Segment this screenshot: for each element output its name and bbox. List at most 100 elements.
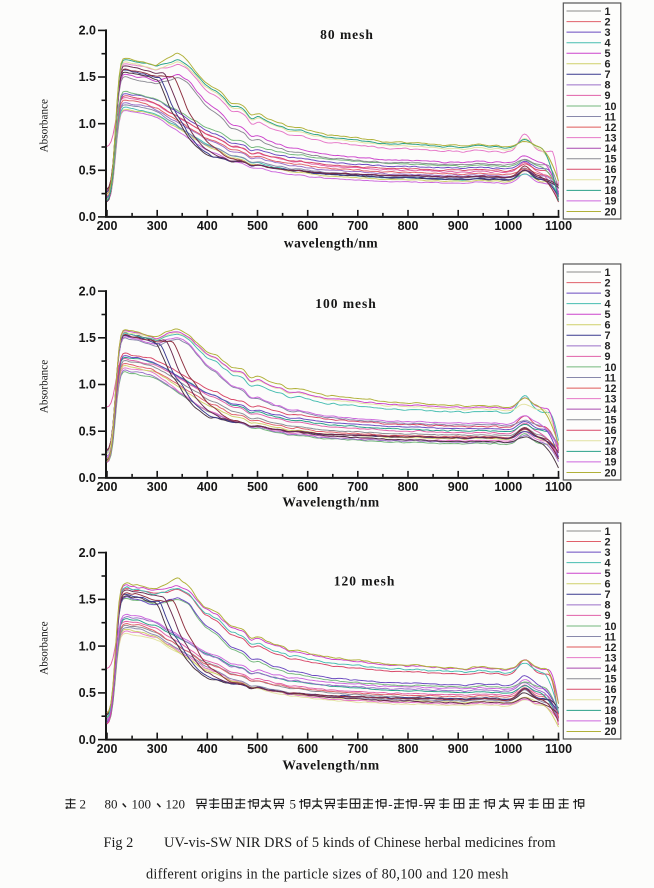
svg-text:1: 1 xyxy=(605,6,611,18)
svg-text:Wavelength/nm: Wavelength/nm xyxy=(282,495,380,510)
svg-text:15: 15 xyxy=(605,674,617,686)
svg-text:80 mesh: 80 mesh xyxy=(320,27,374,42)
svg-text:-: - xyxy=(419,796,423,811)
svg-text:200: 200 xyxy=(97,480,118,494)
svg-text:900: 900 xyxy=(448,742,469,756)
svg-text:1.5: 1.5 xyxy=(79,331,96,345)
svg-text:UV-vis-SW NIR DRS of 5 kinds o: UV-vis-SW NIR DRS of 5 kinds of Chinese … xyxy=(164,835,556,851)
svg-text:12: 12 xyxy=(605,642,617,654)
svg-text:5: 5 xyxy=(605,309,611,321)
svg-text:1100: 1100 xyxy=(545,480,572,494)
svg-text:400: 400 xyxy=(197,480,218,494)
svg-text:2.0: 2.0 xyxy=(79,284,96,298)
svg-text:2.0: 2.0 xyxy=(79,24,96,38)
svg-text:18: 18 xyxy=(605,185,617,197)
svg-text:6: 6 xyxy=(605,320,611,332)
svg-text:17: 17 xyxy=(605,175,617,187)
svg-text:10: 10 xyxy=(605,101,617,113)
svg-text:3: 3 xyxy=(605,288,611,300)
svg-text:16: 16 xyxy=(605,425,617,437)
svg-text:7: 7 xyxy=(605,589,611,601)
svg-text:600: 600 xyxy=(297,219,318,233)
svg-text:5: 5 xyxy=(605,48,611,60)
svg-text:900: 900 xyxy=(448,480,469,494)
svg-text:700: 700 xyxy=(347,742,368,756)
svg-text:7: 7 xyxy=(605,69,611,81)
svg-text:800: 800 xyxy=(398,219,419,233)
svg-text:14: 14 xyxy=(605,663,617,675)
svg-text:13: 13 xyxy=(605,132,617,144)
svg-text:10: 10 xyxy=(605,362,617,374)
svg-text:1.5: 1.5 xyxy=(79,70,96,84)
svg-text:13: 13 xyxy=(605,652,617,664)
svg-text:500: 500 xyxy=(247,219,268,233)
svg-text:100: 100 xyxy=(132,796,152,811)
svg-text:1.0: 1.0 xyxy=(79,117,96,131)
svg-text:0.5: 0.5 xyxy=(79,164,96,178)
svg-text:2: 2 xyxy=(605,16,611,28)
svg-text:10: 10 xyxy=(605,621,617,633)
svg-text:1100: 1100 xyxy=(545,219,572,233)
svg-text:9: 9 xyxy=(605,351,611,363)
svg-text:800: 800 xyxy=(398,480,419,494)
svg-text:1.0: 1.0 xyxy=(79,639,96,653)
svg-text:20: 20 xyxy=(605,206,617,218)
svg-text:4: 4 xyxy=(605,38,611,50)
svg-text:0.0: 0.0 xyxy=(79,210,96,224)
svg-text:16: 16 xyxy=(605,684,617,696)
svg-text:16: 16 xyxy=(605,164,617,176)
svg-text:0.5: 0.5 xyxy=(79,424,96,438)
svg-text:9: 9 xyxy=(605,90,611,102)
svg-text:500: 500 xyxy=(247,480,268,494)
svg-text:6: 6 xyxy=(605,579,611,591)
svg-text:0.0: 0.0 xyxy=(79,471,96,485)
svg-text:Fig 2: Fig 2 xyxy=(104,835,134,851)
svg-text:Absorbance: Absorbance xyxy=(39,99,51,152)
svg-text:11: 11 xyxy=(605,631,616,643)
svg-text:11: 11 xyxy=(605,372,616,384)
svg-text:14: 14 xyxy=(605,404,617,416)
svg-text:2: 2 xyxy=(605,536,611,548)
svg-text:12: 12 xyxy=(605,383,617,395)
svg-text:13: 13 xyxy=(605,393,617,405)
svg-text:400: 400 xyxy=(197,219,218,233)
svg-text:500: 500 xyxy=(247,742,268,756)
svg-text:20: 20 xyxy=(605,467,617,479)
svg-text:11: 11 xyxy=(605,111,616,123)
svg-text:19: 19 xyxy=(605,196,617,208)
svg-text:15: 15 xyxy=(605,415,617,427)
svg-text:12: 12 xyxy=(605,122,617,134)
svg-text:1100: 1100 xyxy=(545,742,572,756)
svg-text:300: 300 xyxy=(147,219,168,233)
svg-text:different origins in the parti: different origins in the particle sizes … xyxy=(146,867,509,883)
svg-text:18: 18 xyxy=(605,446,617,458)
svg-text:5: 5 xyxy=(605,568,611,580)
svg-text:-: - xyxy=(388,796,392,811)
svg-text:3: 3 xyxy=(605,27,611,39)
svg-text:20: 20 xyxy=(605,726,617,738)
svg-text:120 mesh: 120 mesh xyxy=(334,574,396,589)
svg-text:Absorbance: Absorbance xyxy=(39,621,51,674)
svg-text:2.0: 2.0 xyxy=(79,546,96,560)
svg-text:1: 1 xyxy=(605,267,611,279)
svg-text:6: 6 xyxy=(605,59,611,71)
svg-text:300: 300 xyxy=(147,742,168,756)
svg-text:8: 8 xyxy=(605,600,611,612)
svg-text:800: 800 xyxy=(398,742,419,756)
svg-text:1.0: 1.0 xyxy=(79,378,96,392)
svg-text:900: 900 xyxy=(448,219,469,233)
svg-text:Wavelength/nm: Wavelength/nm xyxy=(282,758,380,773)
svg-text:700: 700 xyxy=(347,219,368,233)
svg-text:7: 7 xyxy=(605,330,611,342)
svg-text:700: 700 xyxy=(347,480,368,494)
svg-text:2: 2 xyxy=(605,277,611,289)
svg-text:17: 17 xyxy=(605,436,617,448)
svg-text:2: 2 xyxy=(80,796,87,811)
svg-text:1000: 1000 xyxy=(494,219,522,233)
svg-text:600: 600 xyxy=(297,480,318,494)
svg-text:200: 200 xyxy=(97,742,118,756)
svg-text:8: 8 xyxy=(605,80,611,92)
svg-text:80: 80 xyxy=(105,796,118,811)
svg-text:0.0: 0.0 xyxy=(79,733,96,747)
svg-text:120: 120 xyxy=(166,796,186,811)
